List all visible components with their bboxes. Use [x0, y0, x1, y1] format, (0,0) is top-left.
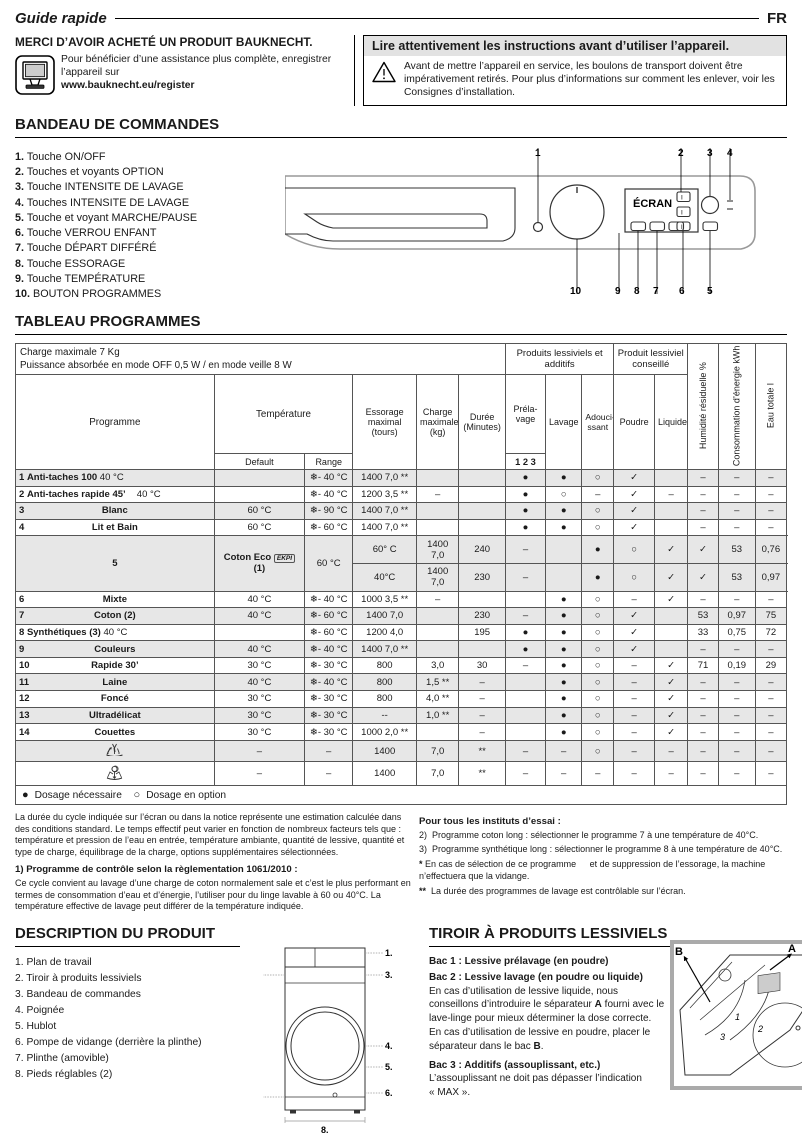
svg-text:4.: 4. — [385, 1041, 393, 1051]
svg-text:4: 4 — [727, 148, 733, 159]
svg-text:ÉCRAN: ÉCRAN — [633, 197, 672, 210]
svg-text:10: 10 — [570, 286, 582, 296]
svg-text:2: 2 — [757, 1024, 763, 1034]
svg-text:1: 1 — [735, 1012, 740, 1022]
svg-text:3.: 3. — [385, 970, 393, 980]
svg-text:6: 6 — [679, 286, 685, 296]
svg-text:6.: 6. — [385, 1088, 393, 1098]
svg-text:5: 5 — [707, 286, 713, 296]
svg-text:I: I — [681, 209, 683, 216]
svg-text:3: 3 — [707, 148, 713, 159]
svg-text:2: 2 — [678, 148, 684, 159]
svg-text:9: 9 — [615, 286, 621, 296]
svg-text:3: 3 — [720, 1032, 725, 1042]
svg-text:1.: 1. — [385, 948, 393, 958]
svg-text:8: 8 — [634, 286, 640, 296]
svg-text:7: 7 — [653, 286, 659, 296]
svg-text:B: B — [675, 946, 683, 958]
svg-text:I: I — [681, 194, 683, 201]
svg-text:5.: 5. — [385, 1062, 393, 1072]
svg-text:A: A — [788, 943, 796, 955]
svg-text:8.: 8. — [321, 1125, 329, 1135]
svg-text:1: 1 — [535, 148, 541, 159]
